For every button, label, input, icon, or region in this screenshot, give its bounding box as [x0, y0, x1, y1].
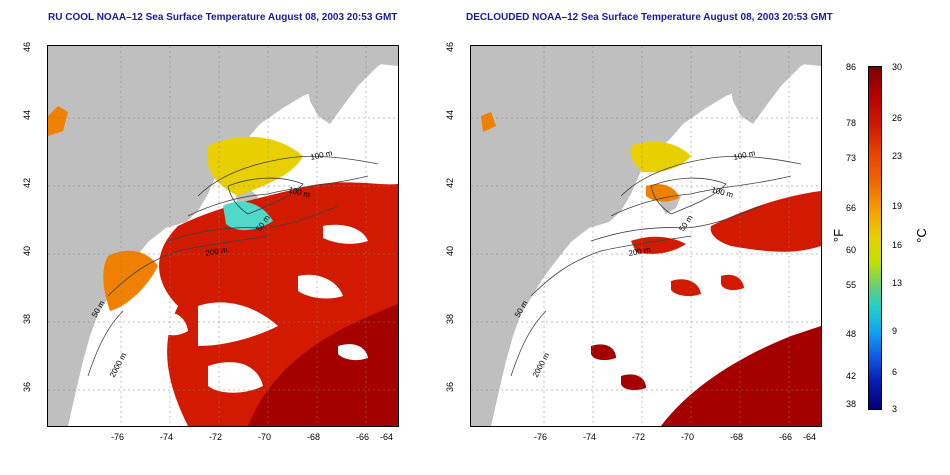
right-x-tick: -66: [779, 432, 793, 442]
left-x-tick: -70: [258, 432, 272, 442]
left-y-tick: 42: [22, 177, 33, 189]
left-y-tick: 46: [22, 41, 33, 53]
colorbar-f-label: 86: [846, 62, 857, 72]
contour-label: 200 m: [205, 245, 229, 258]
right-x-tick: -74: [583, 432, 597, 442]
colorbar-c-label: 23: [892, 151, 903, 161]
sst-orange-shelf: [481, 112, 679, 202]
colorbar-f-label: 42: [846, 371, 857, 381]
bathymetry-contours: [510, 155, 802, 377]
nova-scotia: [726, 46, 821, 124]
colorbar: [868, 66, 882, 410]
left-title: RU COOL NOAA–12 Sea Surface Temperature …: [48, 12, 398, 23]
unit-fahrenheit: °F: [831, 228, 847, 243]
colorbar-c-label: 3: [892, 404, 898, 414]
left-y-tick: 44: [22, 109, 33, 121]
contour-label: 100 m: [310, 148, 334, 161]
colorbar-f-label: 48: [846, 329, 857, 339]
right-x-tick: -64: [803, 432, 817, 442]
sst-hot-layer: [248, 304, 398, 426]
left-y-tick: 36: [22, 381, 33, 393]
colorbar-f-label: 55: [846, 280, 857, 290]
right-x-tick: -70: [681, 432, 695, 442]
right-x-tick: -72: [632, 432, 646, 442]
nova-scotia: [303, 46, 398, 124]
colorbar-c-label: 19: [892, 201, 903, 211]
colorbar-f-label: 73: [846, 153, 857, 163]
grid-lines: [471, 46, 821, 426]
right-x-tick: -68: [730, 432, 744, 442]
land: [471, 46, 821, 426]
left-x-tick: -72: [209, 432, 223, 442]
right-y-tick: 44: [445, 109, 456, 121]
sst-warm-layer: [631, 191, 821, 297]
right-y-tick: 38: [445, 313, 456, 325]
left-y-tick: 38: [22, 313, 33, 325]
left-x-tick: -66: [356, 432, 370, 442]
left-map-panel: 100 m 100 m 50 m 200 m 50 m 2000 m: [47, 45, 399, 427]
land: [48, 46, 398, 426]
bathymetry-contours: [87, 155, 379, 377]
colorbar-c-label: 16: [892, 240, 903, 250]
right-title: DECLOUDED NOAA–12 Sea Surface Temperatur…: [466, 12, 833, 23]
contour-label: 100 m: [710, 185, 734, 200]
colorbar-c-label: 6: [892, 367, 898, 377]
colorbar-f-label: 60: [846, 245, 857, 255]
colorbar-c-label: 30: [892, 62, 903, 72]
left-x-tick: -68: [307, 432, 321, 442]
left-y-tick: 40: [22, 245, 33, 257]
right-y-tick: 46: [445, 41, 456, 53]
sst-hot-layer: [591, 326, 821, 426]
left-x-tick: -64: [380, 432, 394, 442]
colorbar-c-label: 9: [892, 326, 898, 336]
right-y-tick: 42: [445, 177, 456, 189]
sst-orange-shelf: [48, 106, 158, 311]
colorbar-f-label: 78: [846, 118, 857, 128]
right-x-tick: -76: [534, 432, 548, 442]
grid-lines: [48, 46, 398, 426]
contour-label: 50 m: [677, 213, 695, 233]
sst-gulf-of-maine: [630, 141, 691, 173]
right-y-tick: 36: [445, 381, 456, 393]
colorbar-f-label: 38: [846, 399, 857, 409]
cloud-gaps: [158, 224, 368, 393]
colorbar-c-label: 26: [892, 113, 903, 123]
contour-label: 2000 m: [531, 351, 552, 379]
right-y-tick: 40: [445, 245, 456, 257]
contour-label: 100 m: [733, 148, 757, 161]
colorbar-f-label: 66: [846, 203, 857, 213]
left-x-tick: -76: [111, 432, 125, 442]
contour-label: 2000 m: [108, 351, 129, 379]
left-sst-map: 100 m 100 m 50 m 200 m 50 m 2000 m: [48, 46, 398, 426]
right-sst-map: 100 m 100 m 50 m 200 m 50 m 2000 m: [471, 46, 821, 426]
left-x-tick: -74: [160, 432, 174, 442]
colorbar-c-label: 13: [892, 278, 903, 288]
contour-label: 200 m: [628, 245, 652, 258]
sst-gulf-of-maine: [207, 136, 303, 196]
unit-celsius: °C: [913, 228, 929, 243]
right-map-panel: 100 m 100 m 50 m 200 m 50 m 2000 m: [470, 45, 822, 427]
